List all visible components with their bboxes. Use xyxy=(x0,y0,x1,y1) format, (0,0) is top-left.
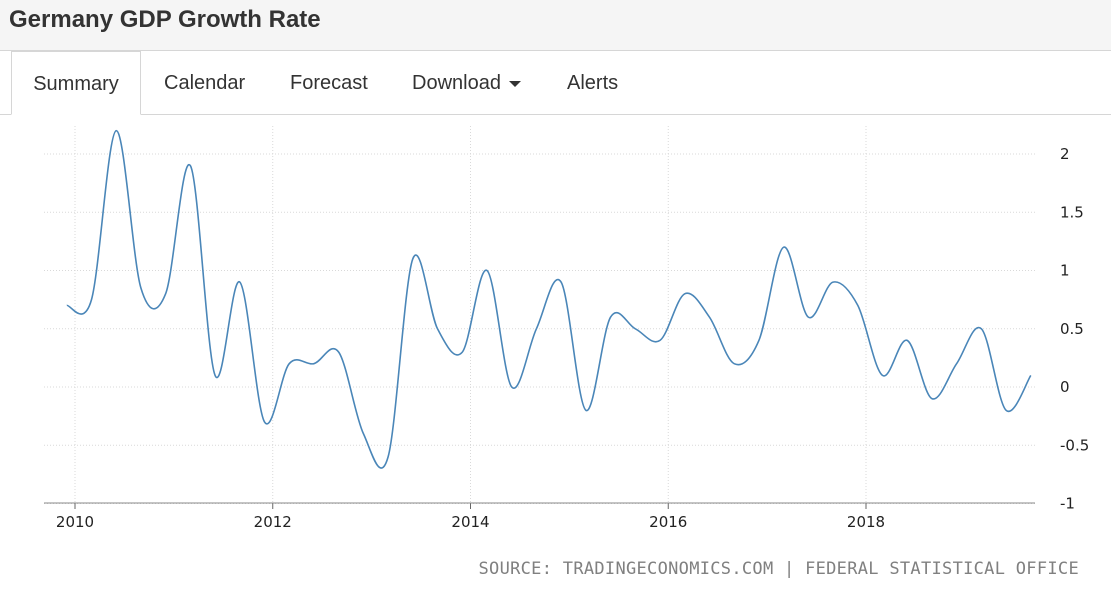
y-tick-label: -0.5 xyxy=(1060,436,1089,454)
x-tick-label: 2012 xyxy=(254,513,292,531)
y-tick-label: 0 xyxy=(1060,378,1070,396)
tab-calendar-label: Calendar xyxy=(164,72,246,94)
tab-bar: Summary Calendar Forecast Download Alert… xyxy=(0,51,1111,115)
y-tick-label: 0.5 xyxy=(1060,320,1084,338)
page-header: Germany GDP Growth Rate xyxy=(0,0,1111,51)
tab-summary[interactable]: Summary xyxy=(11,51,141,115)
tab-forecast-label: Forecast xyxy=(290,72,368,94)
tab-download-label: Download xyxy=(412,72,501,94)
chevron-down-icon xyxy=(508,80,521,87)
gdp-growth-chart: 2 1.5 1 0.5 0 -0.5 -1 2010 2012 2014 2016 2018 xyxy=(44,126,1089,531)
chart-area: 2 1.5 1 0.5 0 -0.5 -1 2010 2012 2014 2016 2018 xyxy=(0,116,1111,597)
page-title: Germany GDP Growth Rate xyxy=(9,6,321,33)
series-line xyxy=(66,129,1032,469)
tab-forecast[interactable]: Forecast xyxy=(290,51,368,115)
x-tick-label: 2016 xyxy=(649,513,687,531)
y-tick-label: 2 xyxy=(1060,145,1070,163)
tab-download[interactable]: Download xyxy=(412,51,521,115)
tab-alerts[interactable]: Alerts xyxy=(567,51,618,115)
tab-alerts-label: Alerts xyxy=(567,72,619,94)
x-tick-label: 2018 xyxy=(847,513,885,531)
y-tick-label: -1 xyxy=(1060,495,1075,513)
x-tick-label: 2010 xyxy=(56,513,94,531)
y-tick-label: 1.5 xyxy=(1060,203,1084,221)
y-tick-label: 1 xyxy=(1060,262,1070,280)
source-attribution: SOURCE: TRADINGECONOMICS.COM | FEDERAL S… xyxy=(478,559,1079,579)
tab-calendar[interactable]: Calendar xyxy=(164,51,245,115)
tab-summary-label: Summary xyxy=(33,73,119,95)
x-tick-label: 2014 xyxy=(451,513,489,531)
